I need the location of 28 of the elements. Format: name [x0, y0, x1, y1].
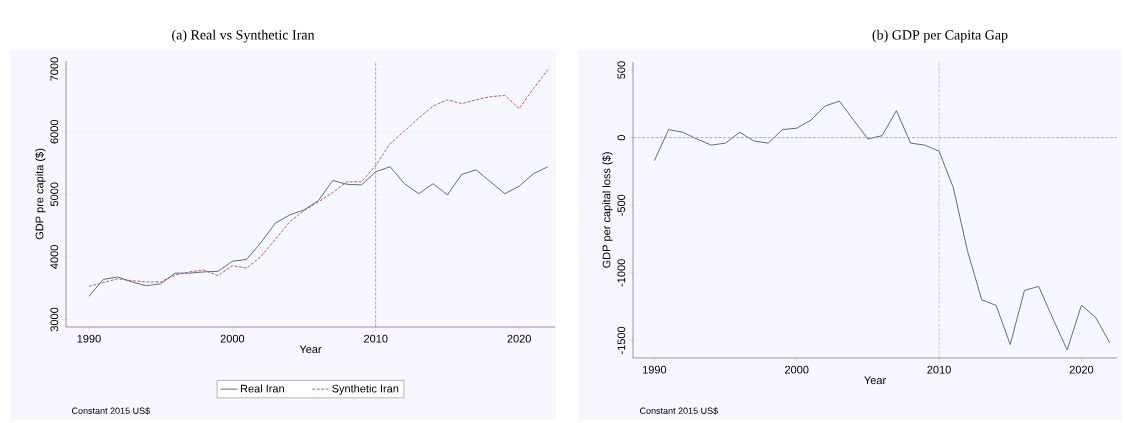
y-axis-title: GDP per capital loss ($): [602, 152, 613, 268]
x-axis-title: Year: [299, 345, 322, 354]
x-tick-label: 1990: [642, 365, 667, 374]
x-tick-label: 1990: [77, 334, 101, 343]
y-tick-label: 7000: [50, 57, 59, 81]
x-tick-label: 2000: [785, 365, 809, 374]
y-tick-label: 5000: [50, 182, 59, 207]
x-tick-label: 2020: [507, 334, 531, 343]
x-tick-label: 2010: [364, 334, 388, 343]
y-tick-label: 0: [617, 135, 626, 141]
y-tick-label: -500: [617, 194, 626, 216]
y-tick-label: -1500: [617, 326, 626, 355]
y-tick-label: 6000: [50, 119, 59, 144]
text: Constant 2015 US$: [71, 407, 150, 415]
legend-label: Synthetic Iran: [332, 384, 399, 395]
x-axis-title: Year: [864, 376, 886, 385]
legend-label: Real Iran: [240, 384, 284, 393]
chart-title: (b) GDP per Capita Gap: [872, 29, 1008, 43]
y-tick-label: 500: [617, 61, 626, 79]
x-tick-label: 2020: [1069, 365, 1094, 374]
y-tick-label: -1000: [617, 259, 626, 287]
x-tick-label: 2000: [220, 334, 245, 343]
text: Constant 2015 US$: [640, 407, 718, 415]
y-axis-title: GDP pre capita ($): [35, 148, 46, 240]
y-tick-label: 4000: [50, 245, 59, 269]
y-tick-label: 3000: [50, 307, 59, 332]
x-tick-label: 2010: [927, 365, 951, 374]
chart-title: (a) Real vs Synthetic Iran: [172, 29, 315, 43]
